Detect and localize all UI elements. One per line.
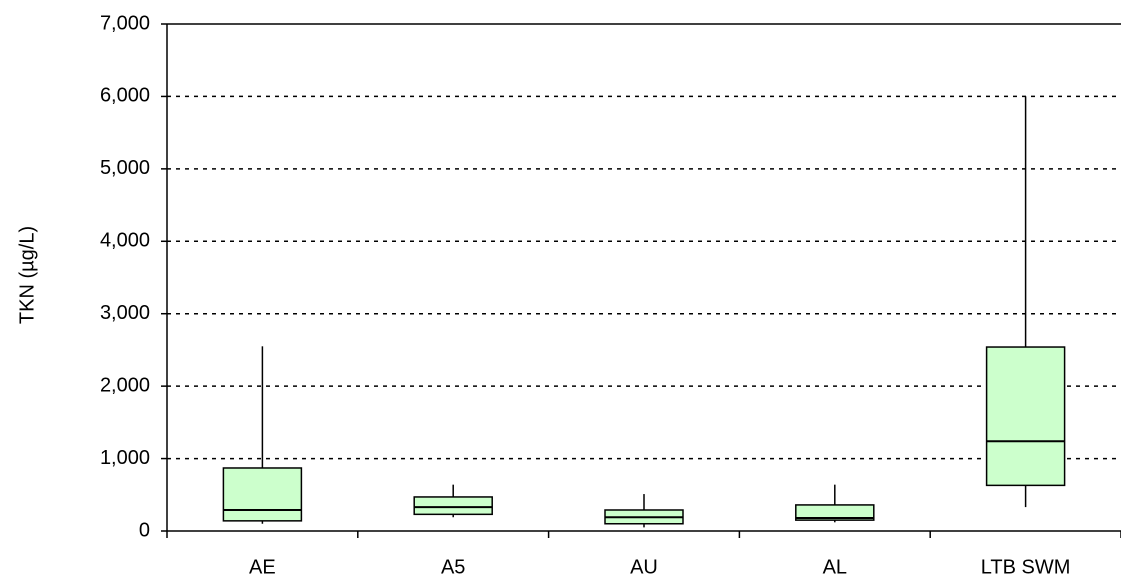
x-tick-label: LTB SWM xyxy=(981,556,1071,578)
y-axis-label: TKN (µg/L) xyxy=(16,226,38,324)
x-tick-label: AL xyxy=(823,556,847,578)
box xyxy=(985,346,1066,487)
y-tick-label: 1,000 xyxy=(100,447,150,469)
box xyxy=(413,496,493,516)
y-tick-label: 5,000 xyxy=(100,157,150,179)
x-tick-label: AE xyxy=(249,556,276,578)
y-tick-label: 4,000 xyxy=(100,230,150,252)
y-tick-label: 2,000 xyxy=(100,374,150,396)
x-tick-label: AU xyxy=(630,556,658,578)
y-tick-label: 3,000 xyxy=(100,302,150,324)
y-tick-label: 6,000 xyxy=(100,85,150,107)
box xyxy=(222,467,303,522)
y-tick-label: 7,000 xyxy=(100,12,150,34)
box xyxy=(795,504,875,521)
x-tick-label: A5 xyxy=(441,556,465,578)
y-tick-label: 0 xyxy=(139,519,150,541)
